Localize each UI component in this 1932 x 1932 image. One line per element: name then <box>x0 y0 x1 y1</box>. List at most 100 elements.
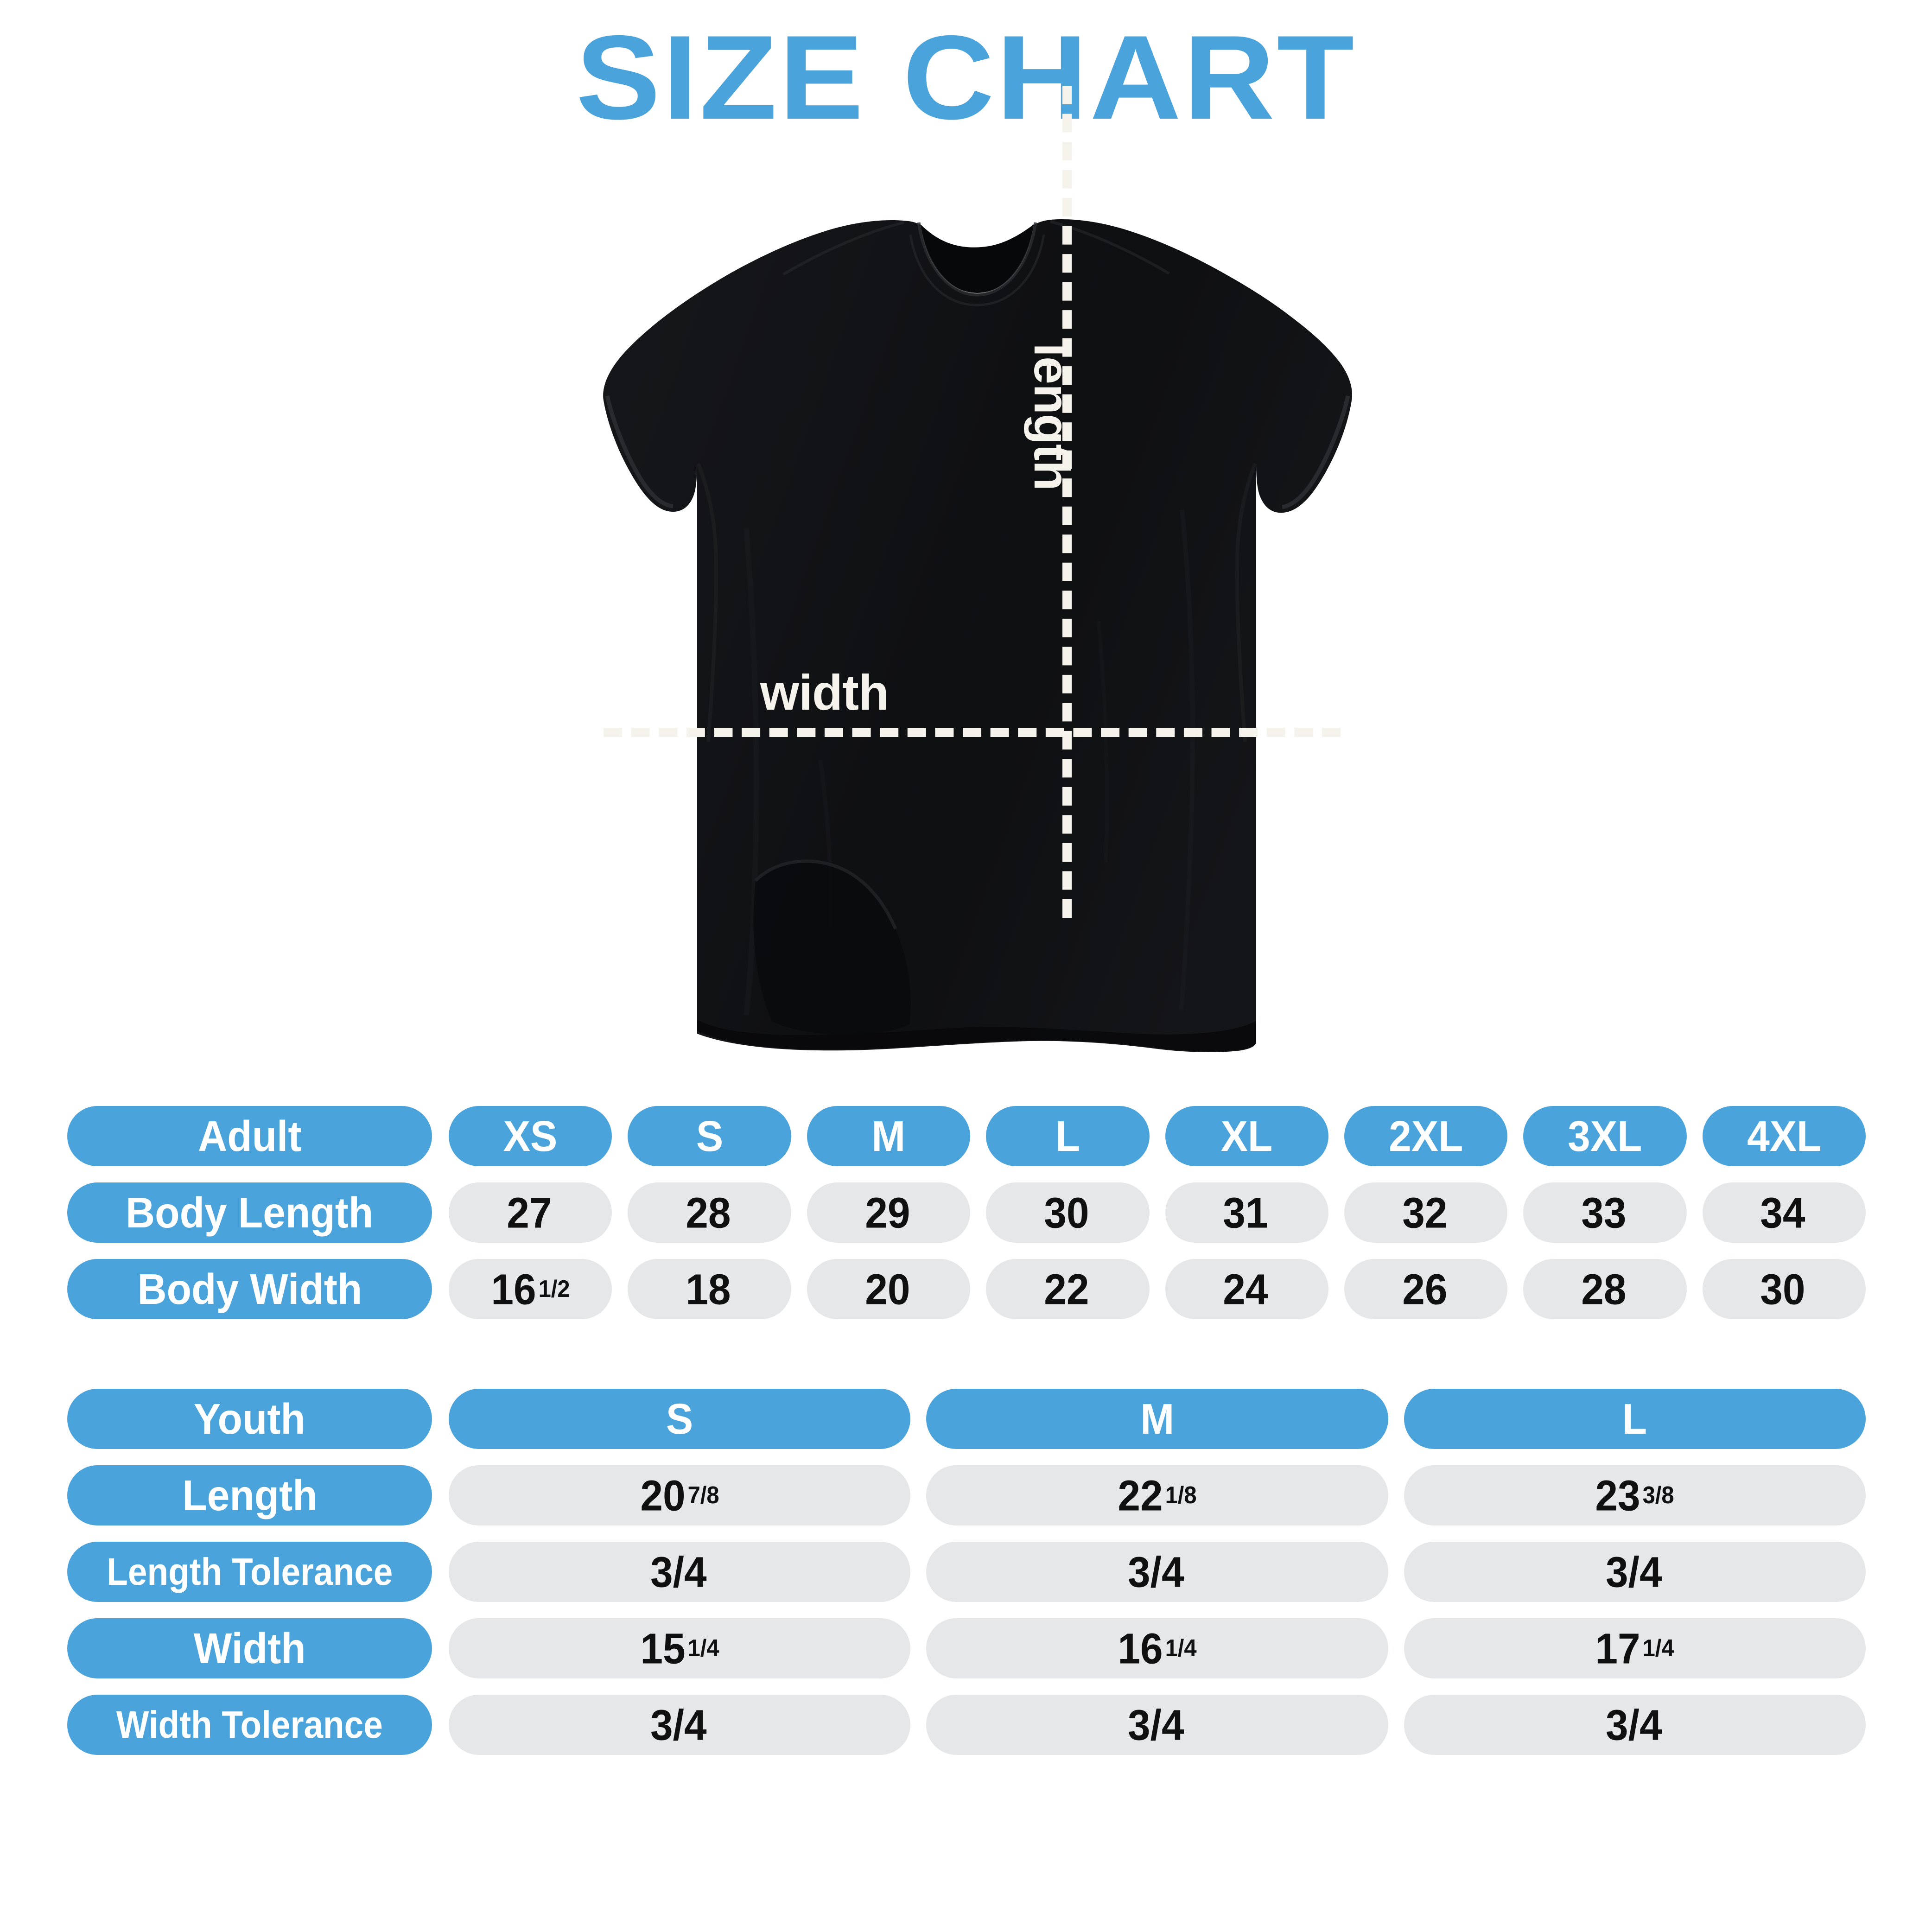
table-cell: 28 <box>628 1182 791 1243</box>
adult-size-table: Adult XS S M L XL 2XL 3XL 4XL Body Lengt… <box>67 1106 1866 1319</box>
youth-length-tolerance-row: Length Tolerance 3/4 3/4 3/4 <box>67 1542 1866 1602</box>
cell-value: 34 <box>1760 1188 1805 1237</box>
adult-size-header-4xl[interactable]: 4XL <box>1702 1106 1866 1166</box>
table-cell: 221/8 <box>926 1465 1388 1525</box>
table-cell: 3/4 <box>449 1542 911 1602</box>
table-cell: 3/4 <box>1404 1695 1866 1755</box>
adult-size-header-m[interactable]: M <box>807 1106 971 1166</box>
row-label-text: Width <box>193 1624 306 1672</box>
row-label-length[interactable]: Length <box>67 1465 432 1525</box>
table-cell: 28 <box>1523 1259 1687 1319</box>
row-label-length-tolerance[interactable]: Length Tolerance <box>67 1542 432 1602</box>
adult-header-row: Adult XS S M L XL 2XL 3XL 4XL <box>67 1106 1866 1166</box>
cell-value: 30 <box>1044 1188 1089 1237</box>
table-cell: 18 <box>628 1259 791 1319</box>
length-measure-line <box>1062 86 1072 918</box>
cell-fraction: 1/8 <box>1165 1481 1197 1509</box>
row-label-body-length[interactable]: Body Length <box>67 1182 432 1243</box>
cell-fraction: 1/2 <box>538 1275 570 1303</box>
table-cell: 3/4 <box>926 1695 1388 1755</box>
table-cell: 171/4 <box>1404 1618 1866 1678</box>
cell-fraction: 1/4 <box>1642 1634 1674 1662</box>
cell-value: 26 <box>1402 1265 1448 1314</box>
adult-size-header-s[interactable]: S <box>628 1106 791 1166</box>
cell-value: 33 <box>1581 1188 1627 1237</box>
youth-label-cell[interactable]: Youth <box>67 1389 432 1449</box>
adult-size-header-3xl[interactable]: 3XL <box>1523 1106 1687 1166</box>
cell-value: 27 <box>507 1188 552 1237</box>
adult-label-cell[interactable]: Adult <box>67 1106 432 1166</box>
size-header-text: M <box>1140 1395 1174 1443</box>
row-label-text: Length <box>182 1471 318 1519</box>
youth-size-header-l[interactable]: L <box>1404 1389 1866 1449</box>
youth-label-text: Youth <box>193 1395 306 1443</box>
youth-size-header-m[interactable]: M <box>926 1389 1388 1449</box>
youth-size-header-s[interactable]: S <box>449 1389 911 1449</box>
adult-label-text: Adult <box>197 1112 302 1160</box>
cell-value: 16 <box>491 1265 536 1314</box>
size-header-text: S <box>696 1112 723 1160</box>
tshirt-illustration <box>603 219 1352 1052</box>
cell-fraction: 1/4 <box>687 1634 719 1662</box>
table-cell: 30 <box>1702 1259 1866 1319</box>
adult-size-header-2xl[interactable]: 2XL <box>1344 1106 1508 1166</box>
table-cell: 3/4 <box>926 1542 1388 1602</box>
cell-value: 22 <box>1118 1471 1163 1520</box>
table-cell: 29 <box>807 1182 971 1243</box>
row-label-text: Body Length <box>126 1188 374 1237</box>
width-measure-line <box>604 728 1341 737</box>
cell-value: 20 <box>640 1471 686 1520</box>
cell-value: 18 <box>686 1265 731 1314</box>
cell-value: 31 <box>1223 1188 1268 1237</box>
adult-body-length-row: Body Length 27 28 29 30 31 32 33 34 <box>67 1182 1866 1243</box>
cell-value: 28 <box>686 1188 731 1237</box>
size-header-text: 4XL <box>1747 1112 1821 1160</box>
cell-value: 24 <box>1223 1265 1268 1314</box>
size-header-text: M <box>871 1112 906 1160</box>
cell-fraction: 1/4 <box>1165 1634 1197 1662</box>
cell-fraction: 7/8 <box>687 1481 719 1509</box>
size-header-text: L <box>1622 1395 1647 1443</box>
cell-value: 3/4 <box>1128 1701 1184 1749</box>
cell-value: 16 <box>1118 1624 1163 1673</box>
size-header-text: XS <box>503 1112 558 1160</box>
cell-value: 23 <box>1595 1471 1640 1520</box>
table-cell: 207/8 <box>449 1465 911 1525</box>
table-cell: 34 <box>1702 1182 1866 1243</box>
table-cell: 26 <box>1344 1259 1508 1319</box>
table-cell: 151/4 <box>449 1618 911 1678</box>
table-cell: 161/2 <box>449 1259 612 1319</box>
cell-value: 3/4 <box>1605 1548 1662 1596</box>
cell-value: 28 <box>1581 1265 1627 1314</box>
cell-value: 30 <box>1760 1265 1805 1314</box>
table-cell: 31 <box>1165 1182 1328 1243</box>
adult-size-header-xl[interactable]: XL <box>1165 1106 1328 1166</box>
cell-value: 3/4 <box>1128 1548 1184 1596</box>
table-cell: 161/4 <box>926 1618 1388 1678</box>
table-cell: 27 <box>449 1182 612 1243</box>
size-header-text: S <box>666 1395 693 1443</box>
size-header-text: 3XL <box>1568 1112 1642 1160</box>
cell-value: 3/4 <box>650 1701 707 1749</box>
row-label-body-width[interactable]: Body Width <box>67 1259 432 1319</box>
row-label-width-tolerance[interactable]: Width Tolerance <box>67 1695 432 1755</box>
cell-value: 3/4 <box>650 1548 707 1596</box>
row-label-width[interactable]: Width <box>67 1618 432 1678</box>
table-cell: 24 <box>1165 1259 1328 1319</box>
cell-value: 3/4 <box>1605 1701 1662 1749</box>
table-cell: 233/8 <box>1404 1465 1866 1525</box>
youth-header-row: Youth S M L <box>67 1389 1866 1449</box>
size-header-text: 2XL <box>1388 1112 1463 1160</box>
table-cell: 20 <box>807 1259 971 1319</box>
cell-value: 32 <box>1402 1188 1448 1237</box>
tshirt-diagram: width length <box>496 86 1451 1085</box>
cell-value: 15 <box>640 1624 686 1673</box>
cell-value: 22 <box>1044 1265 1089 1314</box>
adult-size-header-xs[interactable]: XS <box>449 1106 612 1166</box>
youth-size-table: Youth S M L Length 207/8 221/8 233/8 Len… <box>67 1389 1866 1755</box>
adult-size-header-l[interactable]: L <box>986 1106 1150 1166</box>
row-label-text: Length Tolerance <box>106 1550 393 1593</box>
table-cell: 3/4 <box>449 1695 911 1755</box>
cell-value: 20 <box>864 1265 910 1314</box>
